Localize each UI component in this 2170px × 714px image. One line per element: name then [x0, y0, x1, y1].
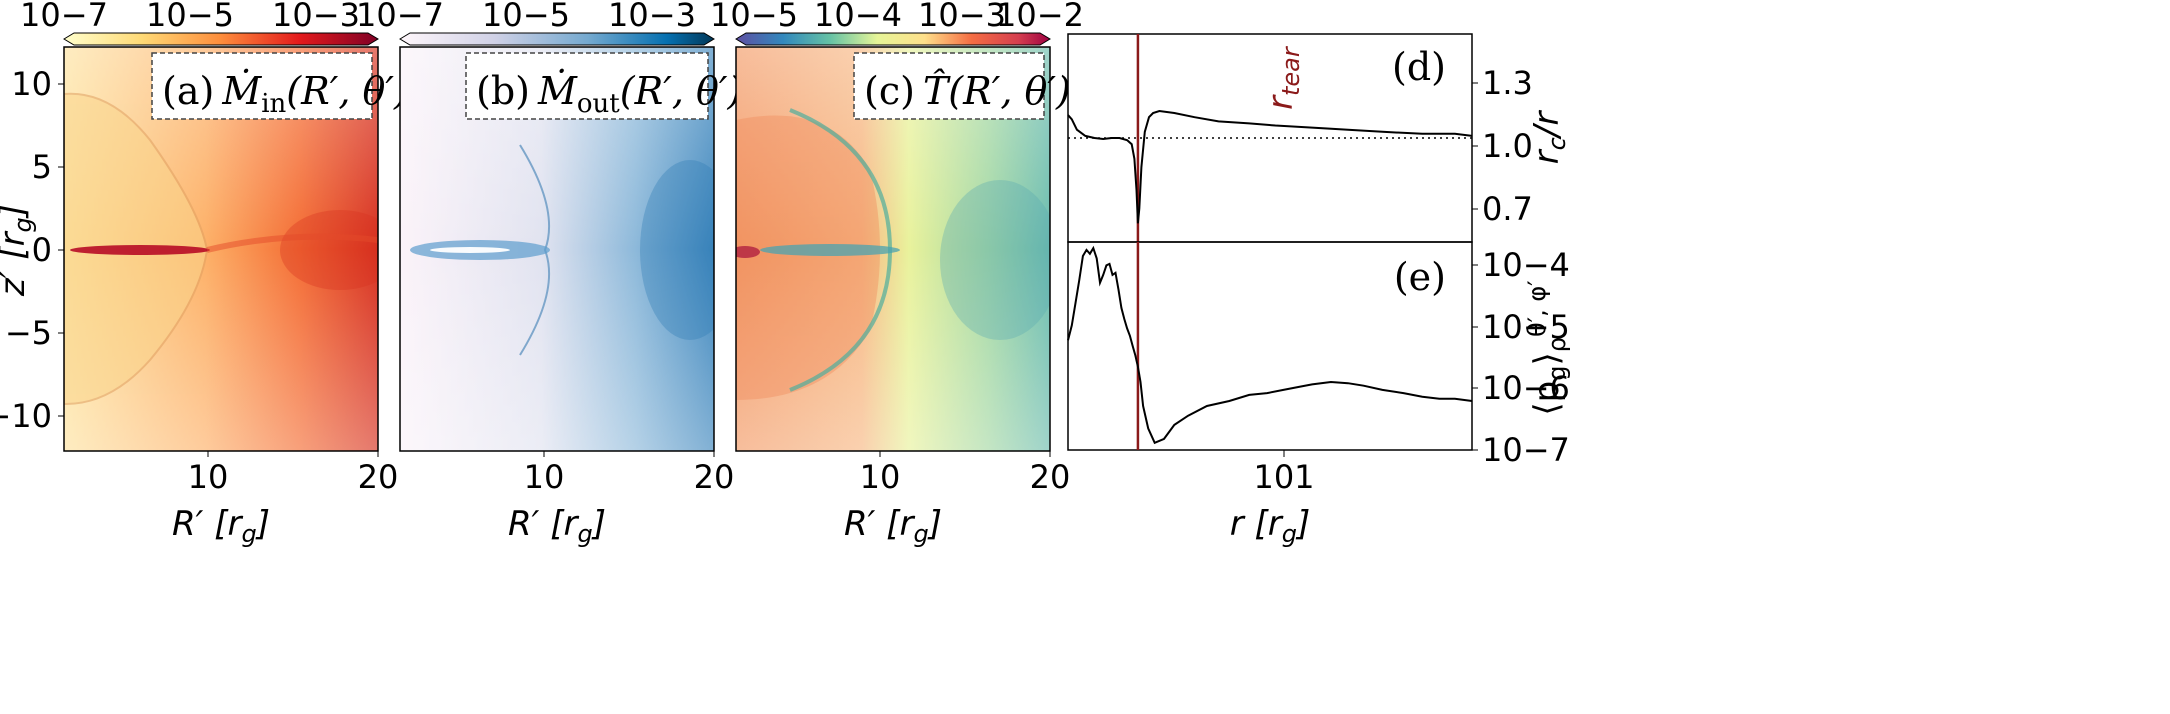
panel-a-title-box: (a) Ṁin(R′, θ′) [151, 52, 409, 120]
colorbar-b-tick-1: 10−5 [482, 0, 570, 34]
panel-d-label: (d) [1392, 45, 1446, 89]
panel-c-x-ticks: 10 20 [860, 451, 1071, 496]
panel-a-midplane [70, 245, 210, 255]
panel-d-tear-label: rtear [1261, 45, 1305, 110]
panel-d-y-tick-0: 1.3 [1482, 64, 1533, 102]
panel-d-y-tick-1: 1.0 [1482, 127, 1533, 165]
colorbar-c-tick-1: 10−4 [814, 0, 902, 34]
colorbar-a-tick-1: 10−5 [146, 0, 234, 34]
colorbar-a-tick-2: 10−3 [272, 0, 360, 34]
colorbar-b-tick-2: 10−3 [608, 0, 696, 34]
panel-b-x-tick-1: 20 [694, 458, 735, 496]
panel-e-label: (e) [1394, 255, 1446, 299]
panel-c-midplane [760, 244, 900, 256]
panel-b-label: (b) Ṁout(R′, θ′) [476, 69, 742, 119]
panel-b-title-box: (b) Ṁout(R′, θ′) [465, 52, 742, 120]
panel-b-x-tick-0: 10 [524, 458, 565, 496]
colorbar-b-tick-0: 10−7 [356, 0, 444, 34]
panel-a-y-ticks: 10 5 0 −5 −10 [0, 65, 64, 435]
panel-d-curve [1067, 109, 1473, 224]
panel-e-y-tick-2: 10−6 [1482, 369, 1570, 407]
colorbar-c-tick-0: 10−5 [710, 0, 798, 34]
panel-c-x-tick-0: 10 [860, 458, 901, 496]
panel-a-y-tick-2: 0 [32, 231, 52, 269]
panel-c-title-box: (c) T̂(R′, θ′) [853, 52, 1071, 120]
panel-a: 10 5 0 −5 −10 10 20 R′ [rg] z′ [rg] (a)Ṁ… [0, 46, 409, 548]
panel-a-label-text: (a) [162, 69, 214, 113]
panel-d-y-tick-2: 0.7 [1482, 190, 1533, 228]
panel-c-label-text: (c) [864, 69, 915, 113]
panel-e-y-tick-3: 10−7 [1482, 431, 1570, 469]
panel-a-x-ticks: 10 20 [188, 451, 399, 496]
panel-e-x-ticks: 101 [1253, 450, 1315, 496]
panel-b-x-ticks: 10 20 [524, 451, 735, 496]
colorbar-a-tick-0: 10−7 [20, 0, 108, 34]
panel-d-ylabel: rc/r [1527, 110, 1571, 165]
panel-e-xlabel: r [rg] [1230, 504, 1311, 548]
colorbar-a: 10−7 10−5 10−3 [20, 0, 379, 46]
panel-e: 10−4 10−5 10−6 10−7 101 r [rg] ⟨pg⟩ρθ′, … [1067, 241, 1571, 548]
panel-a-y-tick-3: −5 [5, 314, 52, 352]
colorbar-b: 10−7 10−5 10−3 [356, 0, 715, 46]
panel-a-ylabel: z′ [rg] [0, 204, 37, 297]
panel-a-y-tick-0: 10 [11, 65, 52, 103]
panel-e-y-ticks: 10−4 10−5 10−6 10−7 [1472, 246, 1570, 469]
panel-d-y-ticks: 1.3 1.0 0.7 [1472, 64, 1533, 228]
panel-e-curve [1067, 245, 1473, 445]
panel-b-label-text: (b) [476, 69, 530, 113]
panel-a-y-tick-1: 5 [32, 148, 52, 186]
panel-e-y-tick-1: 10−5 [1482, 308, 1570, 346]
panel-c-xlabel: R′ [rg] [844, 504, 942, 548]
colorbar-c-tick-2: 10−3 [918, 0, 1006, 34]
panel-d: 1.3 1.0 0.7 rc/r (d) rtear [1067, 33, 1571, 243]
panel-e-x-tick-0: 101 [1253, 458, 1314, 496]
panel-a-x-tick-1: 20 [358, 458, 399, 496]
panel-b: 10 20 R′ [rg] (b) Ṁout(R′, θ′) [399, 46, 742, 548]
panel-a-y-tick-4: −10 [0, 397, 52, 435]
panel-a-x-tick-0: 10 [188, 458, 229, 496]
panel-a-label: (a) Ṁin(R′, θ′) [162, 69, 409, 119]
panel-a-xlabel: R′ [rg] [172, 504, 270, 548]
panel-b-xlabel: R′ [rg] [508, 504, 606, 548]
panel-e-ylabel: ⟨pg⟩ρθ′, φ′ [1523, 280, 1571, 415]
panel-c-x-tick-1: 20 [1030, 458, 1071, 496]
panel-c-label: (c) T̂(R′, θ′) [864, 69, 1071, 113]
colorbar-c-tick-3: 10−2 [996, 0, 1084, 34]
colorbar-c: 10−5 10−4 10−3 10−2 [710, 0, 1084, 46]
panel-e-y-tick-0: 10−4 [1482, 246, 1570, 284]
panel-c: 10 20 R′ [rg] (c) T̂(R′, θ′) [735, 46, 1071, 548]
